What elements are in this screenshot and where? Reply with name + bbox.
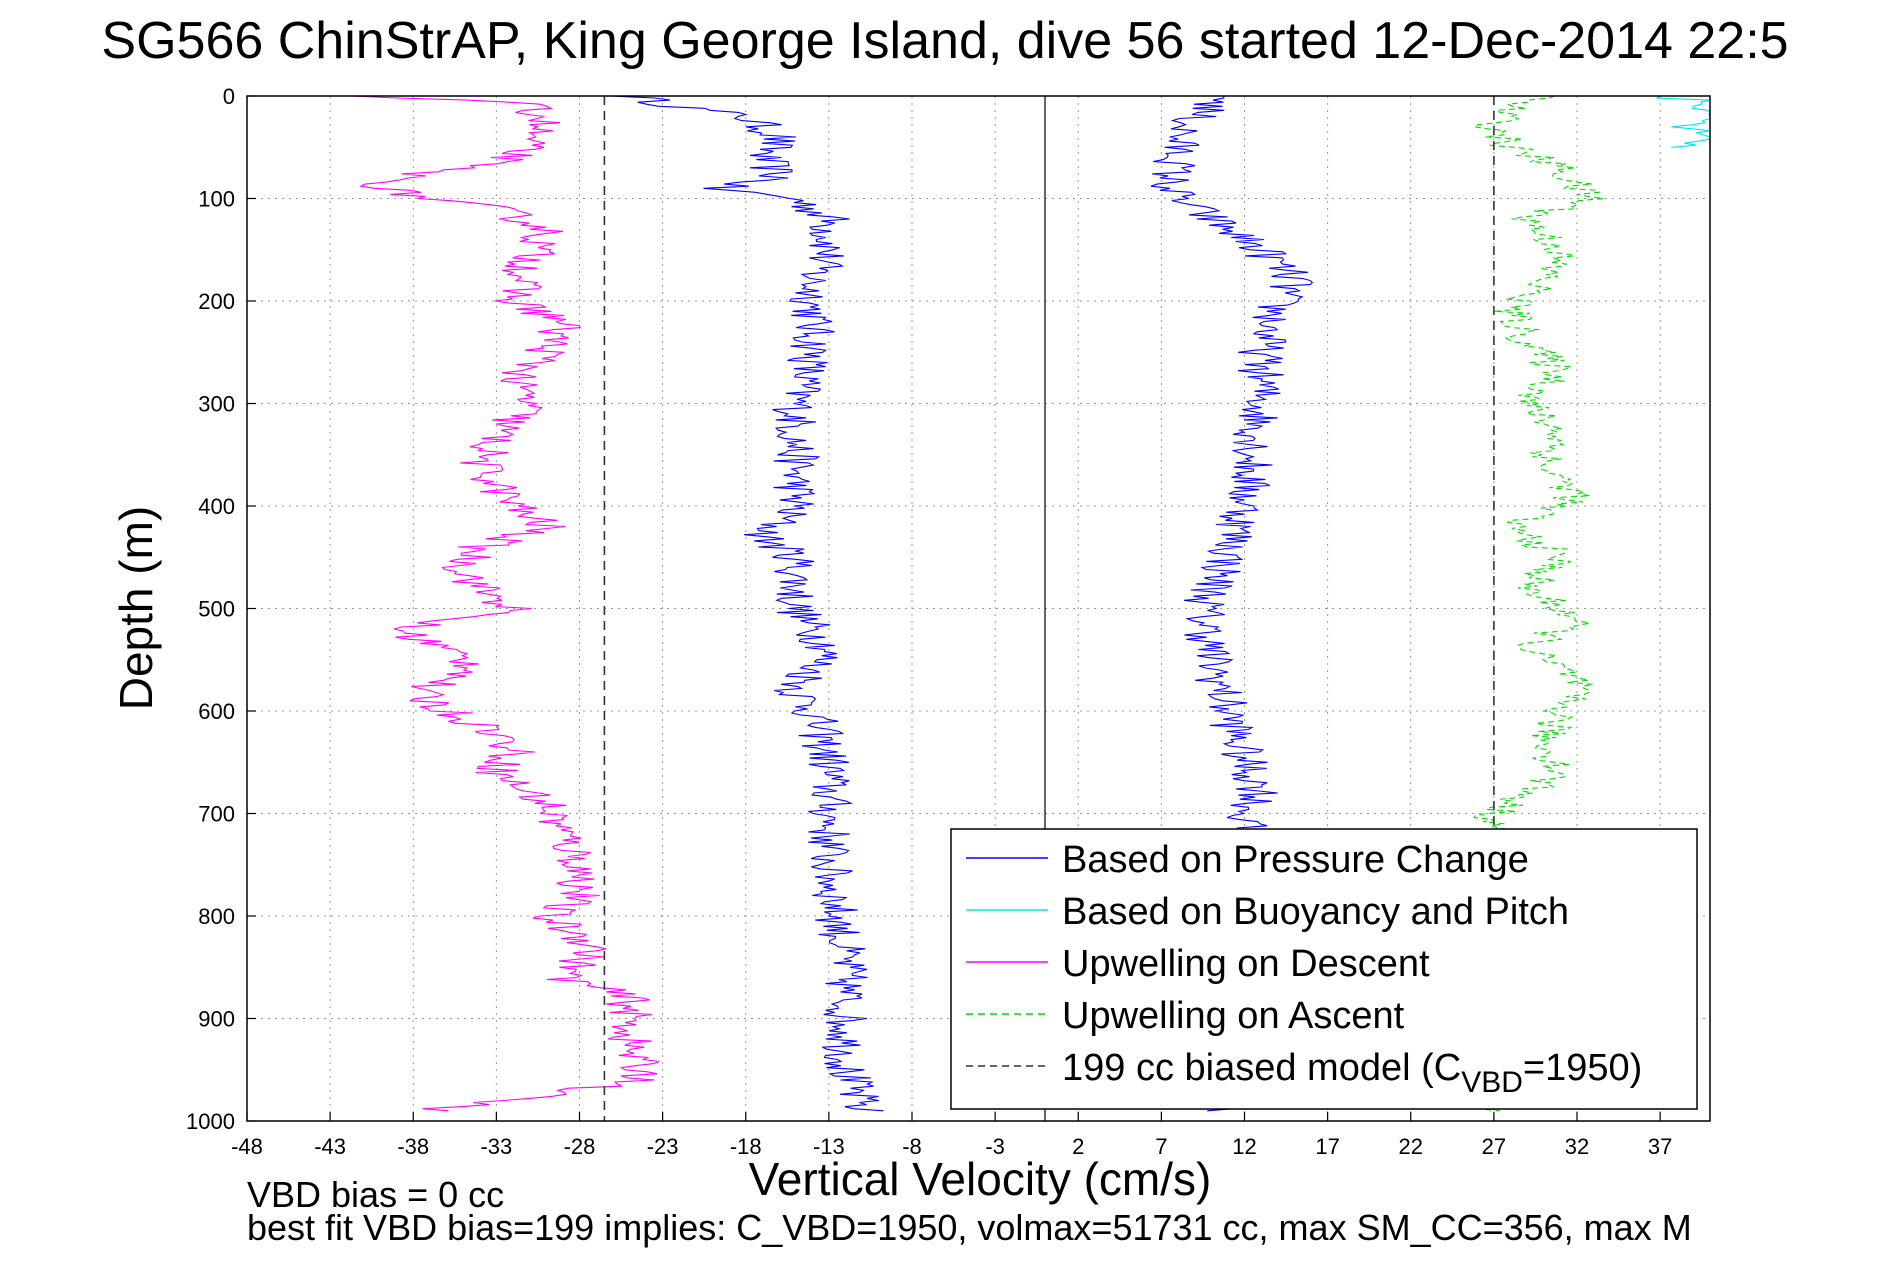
x-tick-label: -18	[730, 1134, 762, 1159]
legend-label-1: Based on Buoyancy and Pitch	[1062, 891, 1569, 933]
x-tick-label: -8	[902, 1134, 922, 1159]
x-tick-label: -23	[647, 1134, 679, 1159]
x-tick-label: -3	[985, 1134, 1005, 1159]
legend-label-4: 199 cc biased model (CVBD=1950)	[1062, 1047, 1642, 1099]
x-tick-label: -38	[397, 1134, 429, 1159]
series-line-0	[610, 95, 884, 1112]
chart-title: SG566 ChinStrAP, King George Island, div…	[101, 12, 1788, 70]
x-tick-label: -28	[564, 1134, 596, 1159]
x-tick-label: 7	[1155, 1134, 1167, 1159]
y-tick-labels: 0 100 200 300 400 500 600 700 800 900 1000	[186, 84, 235, 1134]
x-tick-label: 12	[1232, 1134, 1256, 1159]
y-tick-label: 600	[198, 699, 235, 724]
legend: Based on Pressure Change Based on Buoyanc…	[950, 828, 1698, 1110]
note-best-fit: best fit VBD bias=199 implies: C_VBD=195…	[247, 1207, 1692, 1248]
y-tick-label: 200	[198, 289, 235, 314]
legend-label-0: Based on Pressure Change	[1062, 839, 1529, 881]
y-tick-label: 800	[198, 904, 235, 929]
y-tick-label: 500	[198, 597, 235, 622]
y-tick-label: 300	[198, 392, 235, 417]
legend-box	[950, 828, 1698, 1110]
series-line-3	[351, 95, 660, 1112]
y-tick-label: 100	[198, 187, 235, 212]
x-tick-label: 22	[1399, 1134, 1423, 1159]
x-tick-label: -43	[314, 1134, 346, 1159]
x-tick-label: 27	[1482, 1134, 1506, 1159]
y-tick-label: 0	[223, 84, 235, 109]
note-vbd-bias: VBD bias = 0 cc	[247, 1174, 504, 1215]
y-axis-label: Depth (m)	[110, 506, 162, 710]
plot-frame	[246, 95, 1711, 1122]
x-tick-label: 17	[1315, 1134, 1339, 1159]
y-tick-label: 700	[198, 802, 235, 827]
y-tick-label: 400	[198, 494, 235, 519]
x-tick-label: -33	[480, 1134, 512, 1159]
x-tick-label: -13	[813, 1134, 845, 1159]
x-tick-label: 37	[1648, 1134, 1672, 1159]
y-tick-label: 900	[198, 1007, 235, 1032]
x-tick-label: -48	[231, 1134, 263, 1159]
legend-label-2: Upwelling on Descent	[1062, 943, 1430, 985]
x-tick-label: 32	[1565, 1134, 1589, 1159]
legend-items: Based on Pressure Change Based on Buoyanc…	[966, 839, 1642, 1099]
legend-label-3: Upwelling on Ascent	[1062, 995, 1405, 1037]
y-tick-label: 1000	[186, 1109, 235, 1134]
x-axis-label: Vertical Velocity (cm/s)	[749, 1153, 1212, 1205]
x-tick-label: 2	[1072, 1134, 1084, 1159]
x-tick-labels: -48 -43 -38 -33 -28 -23 -18 -13 -8 -3 2 7 12 17 22 27 32…	[231, 1134, 1672, 1159]
